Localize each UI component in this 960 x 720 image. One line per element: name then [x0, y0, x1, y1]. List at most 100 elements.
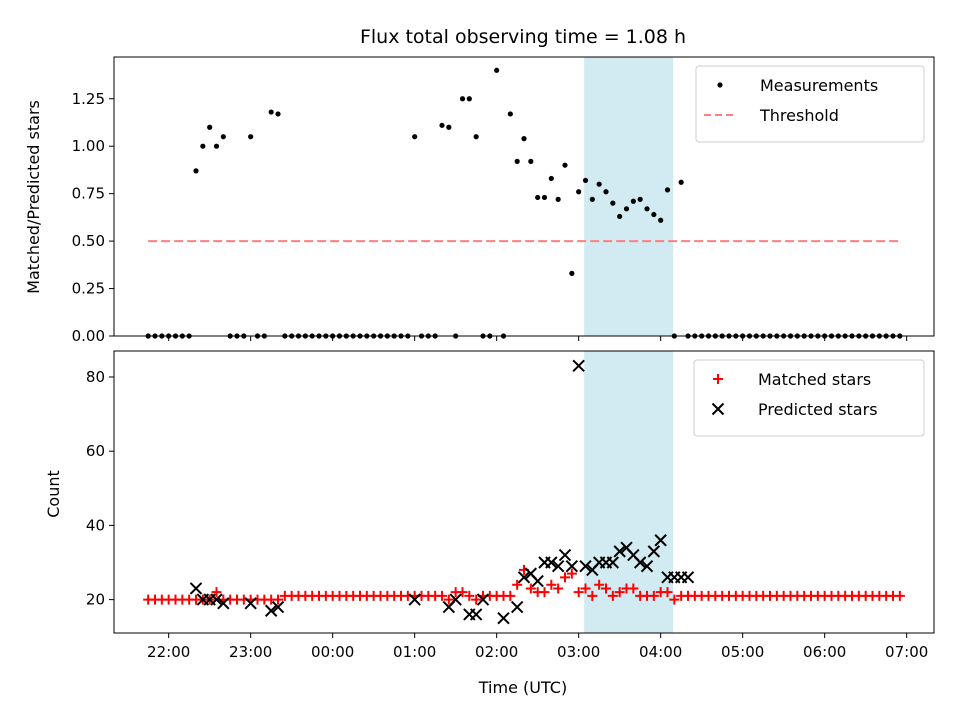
measurement-point — [248, 134, 254, 140]
measurement-point — [535, 194, 541, 201]
x-tick-label: 04:00 — [639, 643, 682, 661]
x-tick-label: 23:00 — [229, 643, 272, 661]
x-axis-label: Time (UTC) — [478, 678, 567, 697]
legend-label: Measurements — [760, 76, 878, 95]
measurement-point — [637, 196, 643, 202]
predicted-star-marker — [654, 534, 667, 547]
matched-star-marker — [648, 590, 659, 601]
matched-star-marker — [560, 572, 570, 583]
predicted-star-marker — [681, 571, 695, 584]
measurement-point — [644, 206, 650, 212]
legend-item: Threshold — [704, 106, 839, 125]
measurement-point — [576, 189, 582, 195]
matched-star-marker — [546, 579, 557, 590]
predicted-star-marker — [633, 556, 647, 569]
legend-box — [693, 359, 925, 437]
predicted-star-marker — [217, 597, 230, 610]
matched-star-marker — [587, 590, 598, 601]
predicted-star-marker — [558, 548, 572, 562]
predicted-star-marker — [531, 574, 544, 588]
measurement-point — [459, 96, 466, 102]
measurement-point — [275, 111, 281, 117]
matched-star-marker — [539, 587, 550, 598]
highlight-band — [584, 57, 673, 336]
matched-star-marker — [594, 579, 605, 590]
matched-star-marker — [443, 594, 454, 605]
predicted-star-marker — [497, 611, 510, 625]
legend-marker — [713, 374, 723, 384]
y-tick-label: 20 — [86, 591, 105, 609]
x-tick-label: 00:00 — [311, 643, 354, 661]
legend-label: Threshold — [759, 106, 839, 125]
y-tick-label: 40 — [86, 516, 105, 534]
series-matched-stars — [143, 564, 905, 605]
y-tick-label: 80 — [86, 368, 105, 386]
legend-marker — [717, 82, 723, 88]
y-tick-label: 0.50 — [72, 232, 105, 250]
matched-star-marker — [457, 587, 468, 598]
measurement-point — [466, 96, 472, 102]
measurement-point — [213, 143, 220, 149]
x-tick-label: 07:00 — [885, 643, 928, 661]
matched-star-marker — [894, 590, 905, 601]
predicted-star-marker — [469, 608, 483, 621]
matched-star-marker — [211, 587, 222, 598]
y-tick-label: 1.00 — [72, 137, 105, 155]
y-tick-label: 60 — [86, 442, 105, 460]
x-tick-label: 01:00 — [393, 643, 436, 661]
bottom-panel: 20 40 60 80 22:00 23:00 00:00 01:00 02:00 03:00 04… — [86, 350, 935, 661]
predicted-star-marker — [189, 582, 203, 595]
measurement-point — [664, 187, 671, 193]
predicted-star-marker — [408, 593, 421, 606]
legend-item: Predicted stars — [711, 400, 878, 419]
legend-label: Matched stars — [758, 370, 871, 389]
plot-frame — [113, 350, 935, 634]
x-tick-label: 03:00 — [557, 643, 600, 661]
measurement-point — [596, 181, 602, 187]
top-y-axis-label: Matched/Predicted stars — [24, 100, 43, 294]
measurement-point — [541, 194, 548, 201]
measurement-point — [200, 143, 206, 149]
matched-star-marker — [525, 583, 536, 594]
measurement-point — [589, 196, 595, 202]
measurement-point — [473, 134, 479, 140]
matched-star-marker — [464, 590, 475, 601]
predicted-star-marker — [640, 560, 654, 573]
measurement-point — [555, 196, 561, 202]
bottom-y-axis-label: Count — [44, 470, 63, 518]
predicted-star-marker — [449, 593, 462, 606]
predicted-star-marker — [565, 560, 579, 573]
predicted-star-marker — [271, 600, 285, 614]
measurement-point — [569, 270, 575, 276]
measurement-point — [439, 122, 445, 128]
chart-title: Flux total observing time = 1.08 h — [360, 26, 686, 48]
matched-star-marker — [607, 590, 618, 601]
y-tick-label: 0.00 — [72, 327, 105, 345]
measurement-point — [446, 124, 452, 130]
predicted-star-marker — [647, 545, 661, 558]
predicted-star-marker — [517, 571, 531, 584]
x-tick-label: 02:00 — [475, 643, 518, 661]
measurement-point — [623, 206, 630, 212]
predicted-star-marker — [613, 545, 626, 558]
measurement-point — [412, 134, 418, 140]
measurement-point — [610, 200, 616, 206]
matched-star-marker — [573, 587, 584, 598]
highlight-band — [584, 351, 673, 633]
measurement-point — [494, 67, 500, 73]
predicted-star-marker — [264, 604, 278, 617]
measurement-point — [268, 109, 274, 115]
x-tick-label: 05:00 — [721, 643, 764, 661]
matched-star-marker — [614, 587, 625, 598]
y-tick-label: 1.25 — [72, 90, 105, 108]
matched-star-marker — [669, 594, 680, 605]
matched-star-marker — [553, 583, 564, 594]
measurement-point — [193, 168, 199, 174]
measurement-point — [507, 111, 513, 117]
matched-star-marker — [512, 579, 523, 590]
predicted-star-marker — [606, 556, 620, 569]
measurement-point — [603, 189, 609, 195]
legend-box — [695, 65, 925, 143]
y-tick-label: 0.25 — [72, 280, 105, 298]
